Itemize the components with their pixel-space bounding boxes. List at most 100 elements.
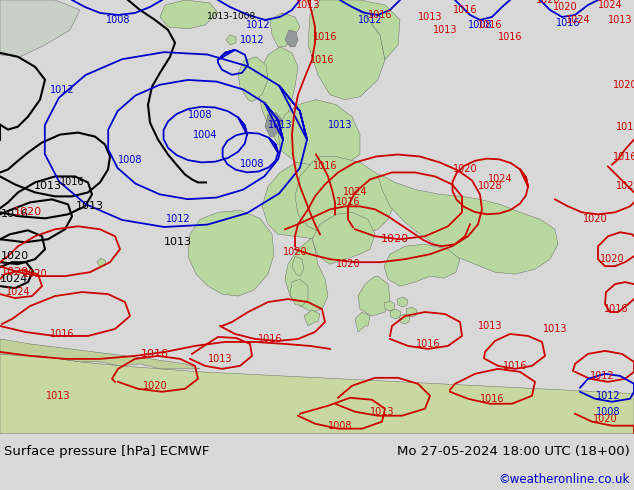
Text: 1024: 1024 — [0, 274, 28, 284]
Text: 1020: 1020 — [583, 214, 607, 224]
Polygon shape — [355, 312, 370, 332]
Text: 1016: 1016 — [258, 334, 282, 344]
Text: 1016: 1016 — [49, 329, 74, 339]
Polygon shape — [262, 156, 388, 240]
Text: 1016: 1016 — [478, 20, 502, 30]
Text: 1012: 1012 — [165, 214, 190, 224]
Text: 1016: 1016 — [604, 304, 628, 314]
Text: 1020: 1020 — [612, 80, 634, 90]
Polygon shape — [397, 297, 408, 307]
Text: 1012: 1012 — [240, 35, 264, 45]
Text: 1016: 1016 — [141, 349, 169, 359]
Text: 1013: 1013 — [418, 12, 443, 22]
Text: 1008: 1008 — [468, 20, 492, 30]
Text: 1012: 1012 — [358, 15, 382, 25]
Text: 1013: 1013 — [295, 0, 320, 10]
Text: 1020: 1020 — [23, 269, 48, 279]
Text: 1020: 1020 — [381, 234, 409, 244]
Text: 1013: 1013 — [608, 15, 632, 25]
Text: 1008: 1008 — [240, 159, 264, 170]
Polygon shape — [308, 0, 385, 99]
Text: 1028: 1028 — [477, 181, 502, 192]
Text: 1016: 1016 — [453, 5, 477, 15]
Text: 1008: 1008 — [106, 15, 130, 25]
Polygon shape — [265, 113, 282, 137]
Polygon shape — [406, 307, 417, 317]
Text: 1016: 1016 — [313, 32, 337, 42]
Text: 1016: 1016 — [612, 151, 634, 162]
Polygon shape — [384, 301, 395, 311]
Text: ©weatheronline.co.uk: ©weatheronline.co.uk — [498, 473, 630, 487]
Text: 1013: 1013 — [478, 321, 502, 331]
Text: 1016: 1016 — [310, 55, 334, 65]
Text: 1020: 1020 — [600, 254, 624, 264]
Polygon shape — [312, 212, 375, 264]
Text: 1016: 1016 — [313, 162, 337, 172]
Polygon shape — [160, 0, 218, 29]
Polygon shape — [188, 210, 274, 296]
Text: 1020: 1020 — [553, 2, 578, 12]
Text: 1008: 1008 — [596, 407, 620, 416]
Polygon shape — [0, 354, 634, 434]
Text: 1016: 1016 — [416, 339, 440, 349]
Text: 1020: 1020 — [453, 165, 477, 174]
Text: 1024: 1024 — [598, 0, 623, 10]
Polygon shape — [97, 258, 106, 266]
Polygon shape — [290, 279, 308, 306]
Text: 1008: 1008 — [188, 110, 212, 120]
Text: 1012: 1012 — [49, 85, 74, 95]
Polygon shape — [238, 57, 268, 102]
Text: 1013-1008: 1013-1008 — [207, 12, 257, 22]
Polygon shape — [390, 309, 401, 319]
Polygon shape — [358, 276, 390, 316]
Polygon shape — [226, 35, 236, 45]
Text: 1020: 1020 — [335, 259, 360, 269]
Text: 1013: 1013 — [433, 25, 457, 35]
Text: 1020: 1020 — [536, 0, 560, 5]
Text: 1013: 1013 — [34, 181, 62, 192]
Text: 1013: 1013 — [164, 237, 192, 247]
Text: 1013: 1013 — [46, 391, 70, 401]
Text: 1016: 1016 — [1, 209, 29, 220]
Polygon shape — [0, 339, 200, 369]
Text: 1016: 1016 — [498, 32, 522, 42]
Text: 1013: 1013 — [76, 201, 104, 211]
Polygon shape — [399, 314, 410, 324]
Text: 1008: 1008 — [118, 154, 142, 165]
Text: 1012: 1012 — [596, 391, 620, 401]
Polygon shape — [292, 256, 304, 276]
Polygon shape — [278, 99, 360, 167]
Text: 1016: 1016 — [503, 361, 527, 371]
Text: 1020: 1020 — [1, 251, 29, 261]
Text: 1013: 1013 — [543, 324, 567, 334]
Text: 1024: 1024 — [6, 287, 30, 297]
Text: 1012: 1012 — [590, 371, 614, 381]
Text: 1013: 1013 — [616, 122, 634, 132]
Text: 1024: 1024 — [488, 174, 512, 184]
Text: 1004: 1004 — [193, 129, 217, 140]
Polygon shape — [0, 0, 80, 57]
Text: 1024: 1024 — [566, 15, 590, 25]
Text: 1016: 1016 — [336, 197, 360, 207]
Text: 1020: 1020 — [593, 414, 618, 424]
Text: 1016: 1016 — [60, 177, 84, 188]
Text: 1024: 1024 — [343, 187, 367, 197]
Text: 1013: 1013 — [268, 120, 292, 130]
Text: 1012: 1012 — [246, 20, 270, 30]
Text: Mo 27-05-2024 18:00 UTC (18+00): Mo 27-05-2024 18:00 UTC (18+00) — [398, 445, 630, 458]
Polygon shape — [285, 30, 298, 47]
Polygon shape — [258, 47, 298, 145]
Text: 1020: 1020 — [143, 381, 167, 391]
Text: 1013: 1013 — [370, 407, 394, 416]
Text: 1020: 1020 — [1, 267, 29, 277]
Text: 1016: 1016 — [480, 394, 504, 404]
Polygon shape — [304, 310, 320, 326]
Polygon shape — [384, 244, 460, 286]
Text: Surface pressure [hPa] ECMWF: Surface pressure [hPa] ECMWF — [4, 445, 209, 458]
Text: 1013: 1013 — [328, 120, 353, 130]
Text: 1016: 1016 — [368, 10, 392, 20]
Text: 1020: 1020 — [616, 181, 634, 192]
Text: 1020: 1020 — [283, 247, 307, 257]
Polygon shape — [270, 13, 300, 47]
Polygon shape — [340, 0, 400, 60]
